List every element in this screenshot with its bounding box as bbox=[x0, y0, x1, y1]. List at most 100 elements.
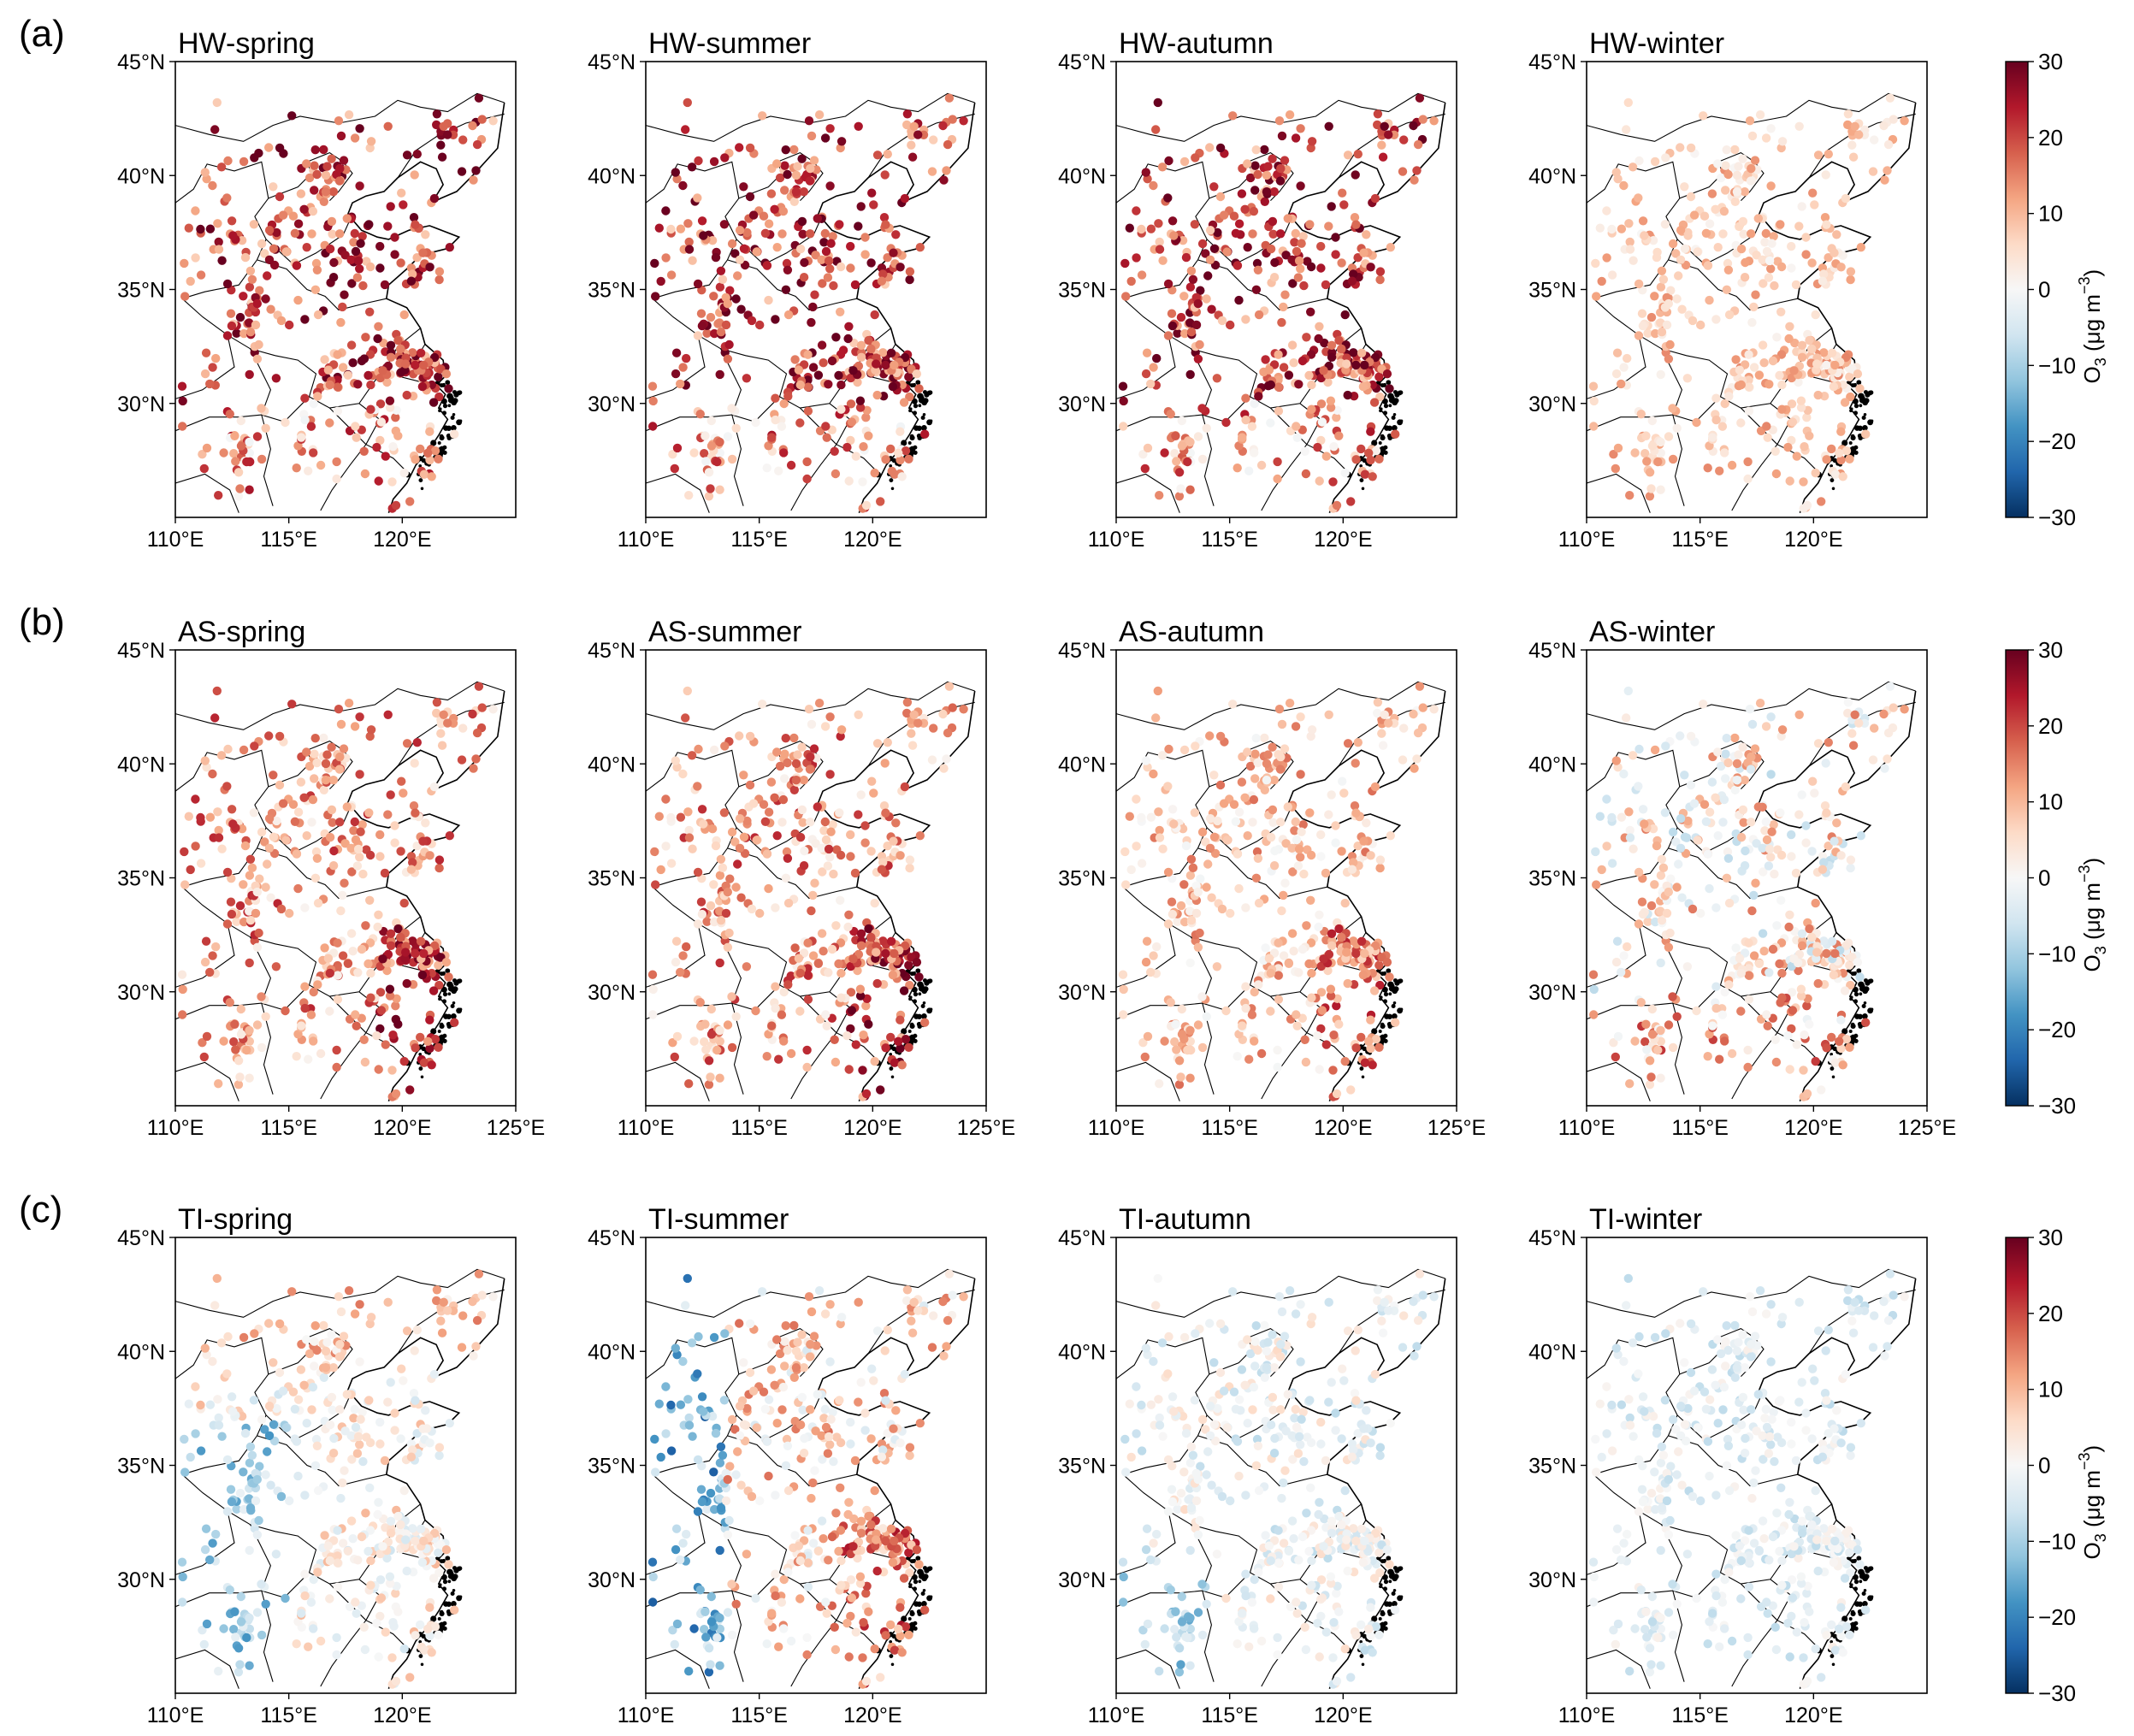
x-tick-label: 125°E bbox=[1898, 1116, 1956, 1140]
station-point bbox=[1796, 403, 1806, 412]
station-point bbox=[1830, 1058, 1841, 1067]
station-point bbox=[676, 812, 686, 822]
station-point bbox=[650, 847, 659, 857]
y-tick-label: 30°N bbox=[588, 393, 635, 416]
station-point bbox=[335, 229, 345, 239]
province-boundary bbox=[646, 414, 732, 432]
station-point bbox=[1847, 140, 1857, 150]
station-point bbox=[767, 433, 777, 442]
station-point bbox=[742, 374, 752, 383]
station-point bbox=[1811, 310, 1820, 320]
station-point bbox=[1331, 821, 1340, 830]
station-point bbox=[306, 422, 316, 431]
station-point bbox=[751, 417, 760, 428]
station-point bbox=[334, 705, 344, 714]
station-point bbox=[842, 1030, 852, 1041]
station-point bbox=[443, 130, 452, 139]
station-point bbox=[803, 938, 813, 948]
station-point bbox=[1219, 799, 1229, 808]
station-point bbox=[779, 1036, 789, 1046]
station-point bbox=[334, 116, 344, 126]
station-point bbox=[348, 358, 358, 368]
station-point bbox=[1625, 1079, 1634, 1089]
station-point bbox=[1378, 741, 1388, 750]
station-point bbox=[1375, 980, 1385, 990]
station-point bbox=[386, 202, 395, 211]
station-point bbox=[775, 173, 785, 183]
station-point bbox=[806, 229, 815, 239]
station-point bbox=[257, 1630, 267, 1640]
station-point bbox=[264, 143, 274, 152]
island-mark bbox=[449, 395, 454, 400]
station-point bbox=[1174, 1056, 1185, 1066]
island-mark bbox=[1383, 991, 1389, 997]
station-point bbox=[1794, 810, 1804, 819]
station-point bbox=[1351, 220, 1361, 229]
island-mark bbox=[907, 1030, 912, 1033]
station-point bbox=[668, 450, 677, 459]
station-point bbox=[1732, 187, 1742, 197]
station-point bbox=[661, 206, 671, 216]
station-point bbox=[943, 139, 953, 150]
y-tick-label: 35°N bbox=[117, 867, 165, 891]
station-point bbox=[339, 1332, 349, 1341]
station-point bbox=[1671, 837, 1681, 847]
station-point bbox=[1317, 1006, 1327, 1015]
station-point bbox=[257, 827, 267, 837]
station-point bbox=[1342, 948, 1351, 957]
station-point bbox=[819, 238, 829, 247]
station-point bbox=[1607, 812, 1617, 823]
station-point bbox=[1588, 381, 1599, 391]
station-point bbox=[1153, 686, 1163, 696]
station-point bbox=[1734, 750, 1743, 759]
station-point bbox=[831, 469, 841, 479]
station-point bbox=[1340, 1056, 1350, 1066]
station-point bbox=[1638, 321, 1648, 331]
station-point bbox=[1856, 243, 1865, 252]
station-point bbox=[1766, 712, 1776, 722]
station-point bbox=[1634, 156, 1644, 166]
station-point bbox=[1429, 705, 1439, 714]
station-point bbox=[896, 455, 905, 465]
station-point bbox=[306, 1010, 316, 1019]
station-point bbox=[1765, 968, 1774, 977]
station-point bbox=[742, 816, 752, 826]
station-point bbox=[762, 261, 772, 270]
station-point bbox=[242, 457, 251, 467]
station-point bbox=[915, 831, 925, 841]
station-point bbox=[1228, 111, 1238, 121]
station-point bbox=[1810, 200, 1819, 210]
station-point bbox=[1661, 153, 1670, 162]
station-point bbox=[1178, 236, 1188, 245]
station-point bbox=[261, 883, 270, 892]
station-point bbox=[275, 192, 285, 202]
station-point bbox=[1711, 1003, 1721, 1013]
station-point bbox=[340, 290, 349, 299]
station-point bbox=[1805, 924, 1814, 934]
province-boundary bbox=[646, 334, 706, 399]
colorbar-tick-label: −30 bbox=[2038, 505, 2076, 530]
station-point bbox=[902, 120, 912, 130]
station-point bbox=[879, 801, 890, 811]
station-point bbox=[1324, 710, 1333, 719]
island-mark bbox=[1831, 487, 1835, 491]
island-mark bbox=[1380, 434, 1386, 441]
island-mark bbox=[1391, 415, 1396, 421]
station-point bbox=[654, 223, 664, 233]
station-point bbox=[939, 175, 949, 185]
station-point bbox=[408, 269, 417, 279]
station-point bbox=[704, 1080, 714, 1089]
station-point bbox=[1743, 1045, 1753, 1055]
station-point bbox=[240, 252, 251, 263]
station-point bbox=[1328, 1066, 1338, 1075]
station-point bbox=[386, 1516, 396, 1526]
station-point bbox=[872, 390, 882, 400]
province-boundary bbox=[268, 740, 353, 789]
island-mark bbox=[446, 425, 452, 431]
station-point bbox=[1280, 156, 1290, 165]
station-point bbox=[1807, 344, 1817, 354]
station-point bbox=[1744, 406, 1754, 416]
station-point bbox=[695, 998, 705, 1007]
station-point bbox=[1811, 468, 1820, 478]
